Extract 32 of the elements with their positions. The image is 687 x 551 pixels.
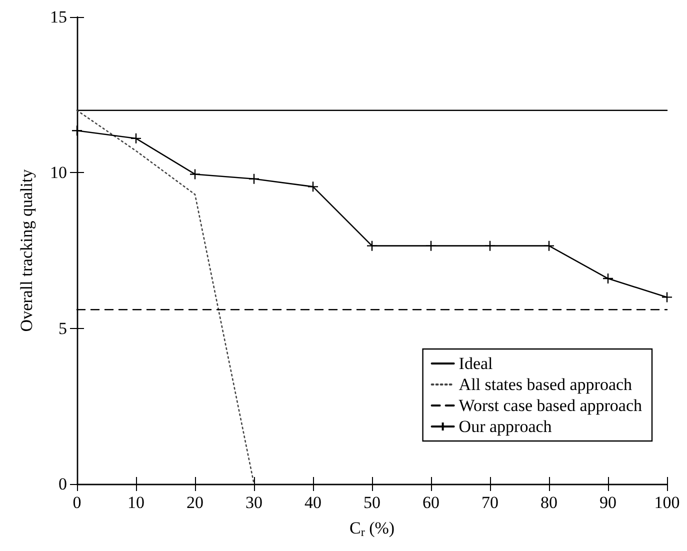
point [189,168,201,180]
point [71,125,83,136]
y-tick-label: 0 [58,474,67,494]
point [484,240,496,252]
x-tick-label: 10 [128,493,144,512]
point [248,173,260,184]
x-tick-label: 80 [540,493,558,512]
x-tick-label: 60 [422,493,440,512]
y-tick-label: 10 [50,163,67,182]
x-tick-label: 0 [72,493,82,512]
x-tick-label: 40 [304,493,322,512]
line-series [76,110,255,485]
point [602,272,614,284]
point [425,240,437,252]
legend-label: Our approach [458,417,552,436]
point [543,240,555,252]
legend-label: All states based approach [458,375,633,394]
point [366,240,378,252]
y-tick-label: 5 [58,318,67,338]
x-tick-label: 50 [364,493,380,512]
x-tick-label: 100 [654,493,680,512]
x-tick-label: 90 [600,493,616,512]
point [661,292,673,303]
y-tick-label: 15 [50,8,67,26]
x-tick-label: 30 [246,493,262,512]
x-tick-label: 20 [186,493,204,512]
x-tick-label: 70 [482,493,498,512]
point [130,132,142,144]
legend-label: Worst case based approach [458,396,642,415]
y-axis-title: Overall tracking quality [17,168,36,332]
point [307,181,319,192]
legend-label: Ideal [458,354,494,373]
